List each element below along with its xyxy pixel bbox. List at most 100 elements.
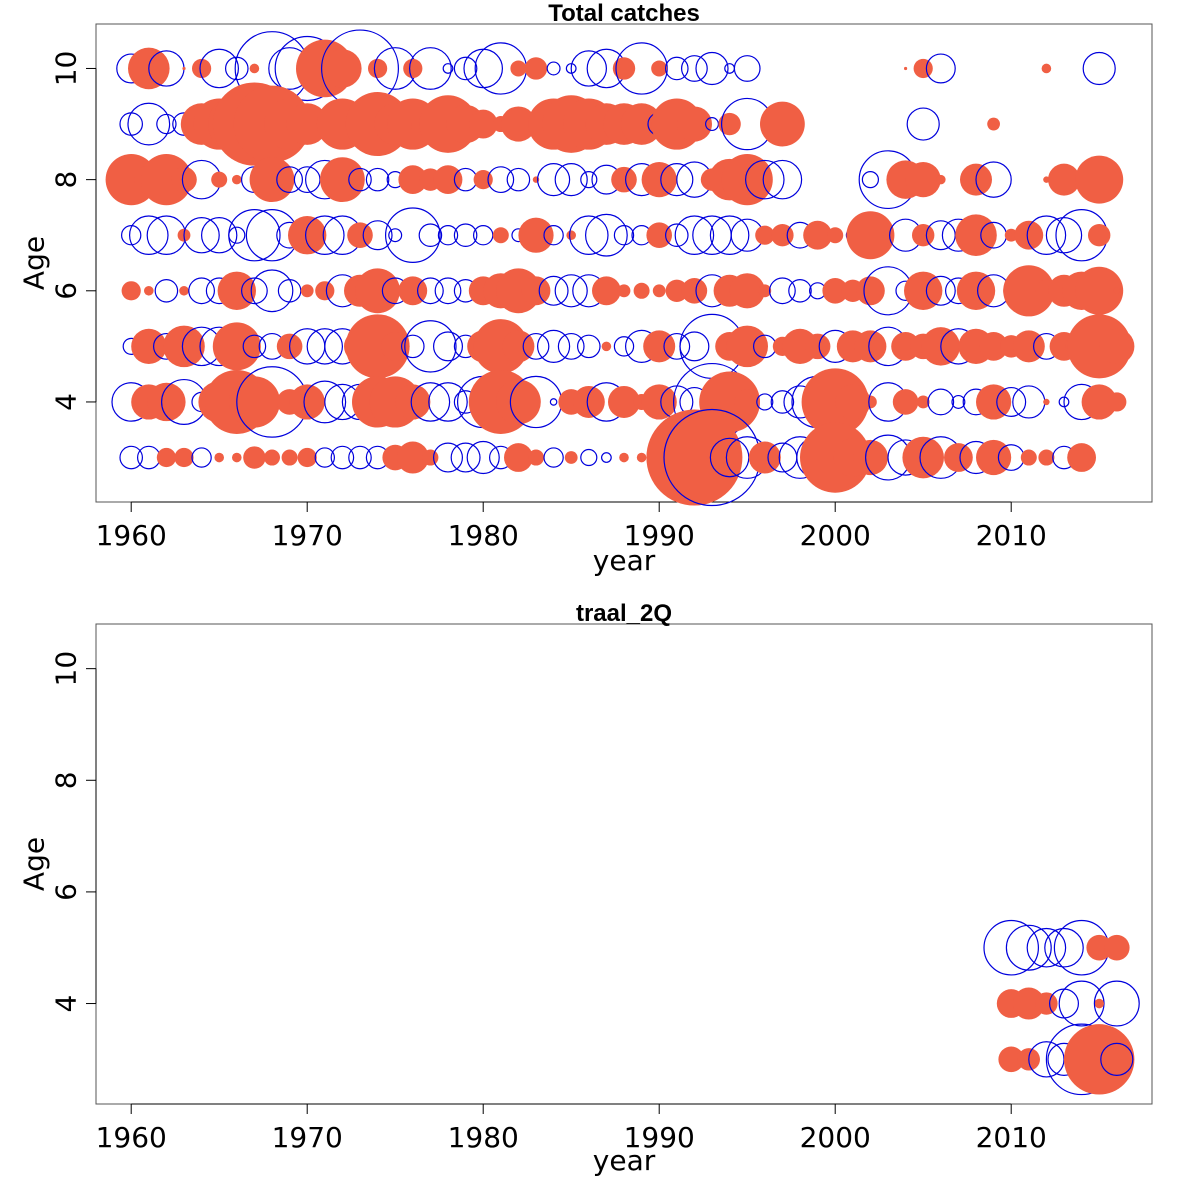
bubble-positive-age6-1987 (592, 276, 621, 306)
bubble-negative-age7-1978 (437, 225, 459, 246)
bubble-positive-age8-2006 (936, 174, 946, 185)
bubble-negative-age8-1973 (348, 167, 372, 192)
bubble-negative-age3-1979 (450, 442, 481, 473)
y-tick-label: 6 (50, 883, 83, 901)
bubble-positive-age7-1996 (755, 225, 775, 245)
bubble-positive-age8-1968 (249, 157, 295, 203)
bubble-negative-age7-1967 (228, 209, 281, 262)
x-tick-label: 1980 (448, 1121, 519, 1154)
bubble-negative-age6-1969 (277, 278, 302, 303)
bubble-negative-age4-1996 (756, 393, 774, 411)
bubble-positive-age10-2005 (913, 58, 933, 79)
bubble-negative-age10-1980 (463, 48, 504, 89)
x-tick-label: 1960 (96, 1121, 167, 1154)
bubble-positive-age8-1995 (721, 154, 773, 206)
bubble-negative-age5-1992 (679, 331, 710, 362)
bubble-positive-age4-1995 (734, 389, 760, 415)
x-tick-label: 1990 (624, 519, 695, 552)
bubble-positive-age4-1970 (289, 384, 325, 420)
bubble-negative-age4-1984 (549, 398, 558, 406)
bubble-positive-age10-1990 (651, 60, 668, 77)
bubble-positive-age3-1965 (214, 452, 224, 463)
y-tick-label: 10 (50, 51, 83, 87)
bubble-negative-age6-1964 (188, 277, 216, 305)
x-axis-label: year (593, 544, 656, 577)
bubble-negative-age4-1997 (770, 390, 795, 414)
bubble-positive-age5-2016 (1104, 934, 1130, 961)
bubble-positive-age5-1963 (163, 325, 205, 368)
bubble-positive-age7-2010 (1004, 228, 1018, 242)
bubble-negative-age5-2012 (1026, 927, 1067, 968)
bubble-positive-age8-1988 (611, 166, 637, 193)
bubble-negative-age5-1967 (242, 334, 267, 359)
bubble-negative-age7-1987 (585, 213, 628, 257)
bubble-positive-age3-2005 (902, 436, 944, 479)
bubble-positive-age4-2015 (1094, 998, 1104, 1009)
bubble-negative-age10-1986 (570, 50, 608, 87)
bubble-negative-age7-1993 (692, 215, 732, 256)
bubble-positive-age9-1992 (676, 106, 713, 142)
bubble-negative-age7-1961 (129, 215, 169, 256)
bubble-negative-age7-1991 (664, 223, 689, 248)
bubble-negative-age8-2002 (861, 171, 880, 189)
bubble-positive-age7-2000 (827, 227, 844, 244)
bubble-negative-age6-1962 (154, 278, 179, 303)
bubble-positive-age4-1988 (608, 385, 640, 418)
bubble-negative-age5-2010 (983, 919, 1040, 976)
bubble-negative-age10-1965 (199, 48, 240, 89)
x-axis-label: year (593, 1144, 656, 1177)
bubble-positive-age10-1963 (182, 66, 186, 71)
bubble-positive-age10-1988 (612, 57, 636, 80)
x-tick-label: 1970 (272, 1121, 343, 1154)
bubble-positive-age5-1987 (601, 341, 612, 352)
bubble-positive-age6-1988 (617, 284, 631, 298)
bubble-negative-age5-1985 (557, 332, 585, 360)
bubble-positive-age6-2008 (956, 271, 996, 310)
bubble-negative-age5-1977 (404, 320, 457, 373)
bubble-positive-age4-2012 (1043, 398, 1050, 406)
bubble-positive-age3-2012 (1038, 449, 1055, 466)
bubble-positive-age3-1962 (156, 447, 176, 468)
bubble-positive-age8-2012 (1043, 176, 1050, 183)
bubble-negative-age7-1964 (183, 217, 220, 254)
bubble-positive-age8-2005 (905, 162, 941, 198)
bubble-negative-age4-2007 (951, 394, 966, 409)
bubble-positive-age9-1994 (718, 112, 741, 136)
bubble-negative-age9-1960 (119, 112, 143, 136)
bubble-positive-age3-1985 (564, 451, 578, 464)
bubble-positive-age6-2011 (1003, 265, 1055, 317)
bubble-negative-age6-1977 (417, 277, 444, 305)
bubble-positive-age5-2015 (1086, 934, 1112, 961)
bubble-positive-age3-1989 (636, 452, 647, 463)
bubble-negative-age10-1993 (695, 51, 729, 86)
bubble-negative-age6-1997 (769, 277, 796, 305)
bubble-positive-age4-2001 (835, 384, 871, 420)
bubble-positive-age4-1986 (572, 385, 605, 418)
bubble-negative-age3-1960 (119, 445, 143, 470)
bubble-negative-age8-1969 (276, 166, 304, 194)
bubble-negative-age7-1971 (304, 215, 345, 256)
bubble-positive-age6-1963 (179, 285, 189, 296)
bubble-negative-age3-2016 (1100, 1042, 1134, 1076)
bubble-positive-age3-1992 (646, 409, 743, 506)
bubble-positive-age10-1964 (192, 58, 212, 79)
bubble-negative-age7-1994 (709, 215, 750, 256)
y-tick-label: 8 (50, 771, 83, 789)
bubble-positive-age3-1983 (528, 449, 544, 466)
bubble-positive-age4-2005 (916, 395, 930, 409)
bubble-positive-age4-1990 (641, 384, 677, 420)
bubble-negative-age8-1985 (554, 163, 588, 197)
bubble-negative-age7-1974 (362, 220, 393, 251)
bubble-negative-age8-1996 (744, 159, 785, 200)
bubble-negative-age6-1985 (554, 274, 588, 308)
bubble-positive-age4-2016 (1107, 392, 1127, 412)
bubble-positive-age5-2002 (854, 330, 887, 363)
bubble-negative-age10-1991 (664, 56, 689, 81)
bubble-positive-age6-1966 (217, 271, 256, 310)
bubble-positive-age8-1965 (211, 171, 228, 188)
bubble-positive-age3-2009 (976, 439, 1012, 476)
bubble-negative-age8-2009 (975, 161, 1012, 198)
bubble-negative-age3-1986 (580, 448, 598, 467)
bubble-negative-age8-1986 (580, 171, 598, 189)
chart-title: traal_2Q (576, 600, 672, 627)
